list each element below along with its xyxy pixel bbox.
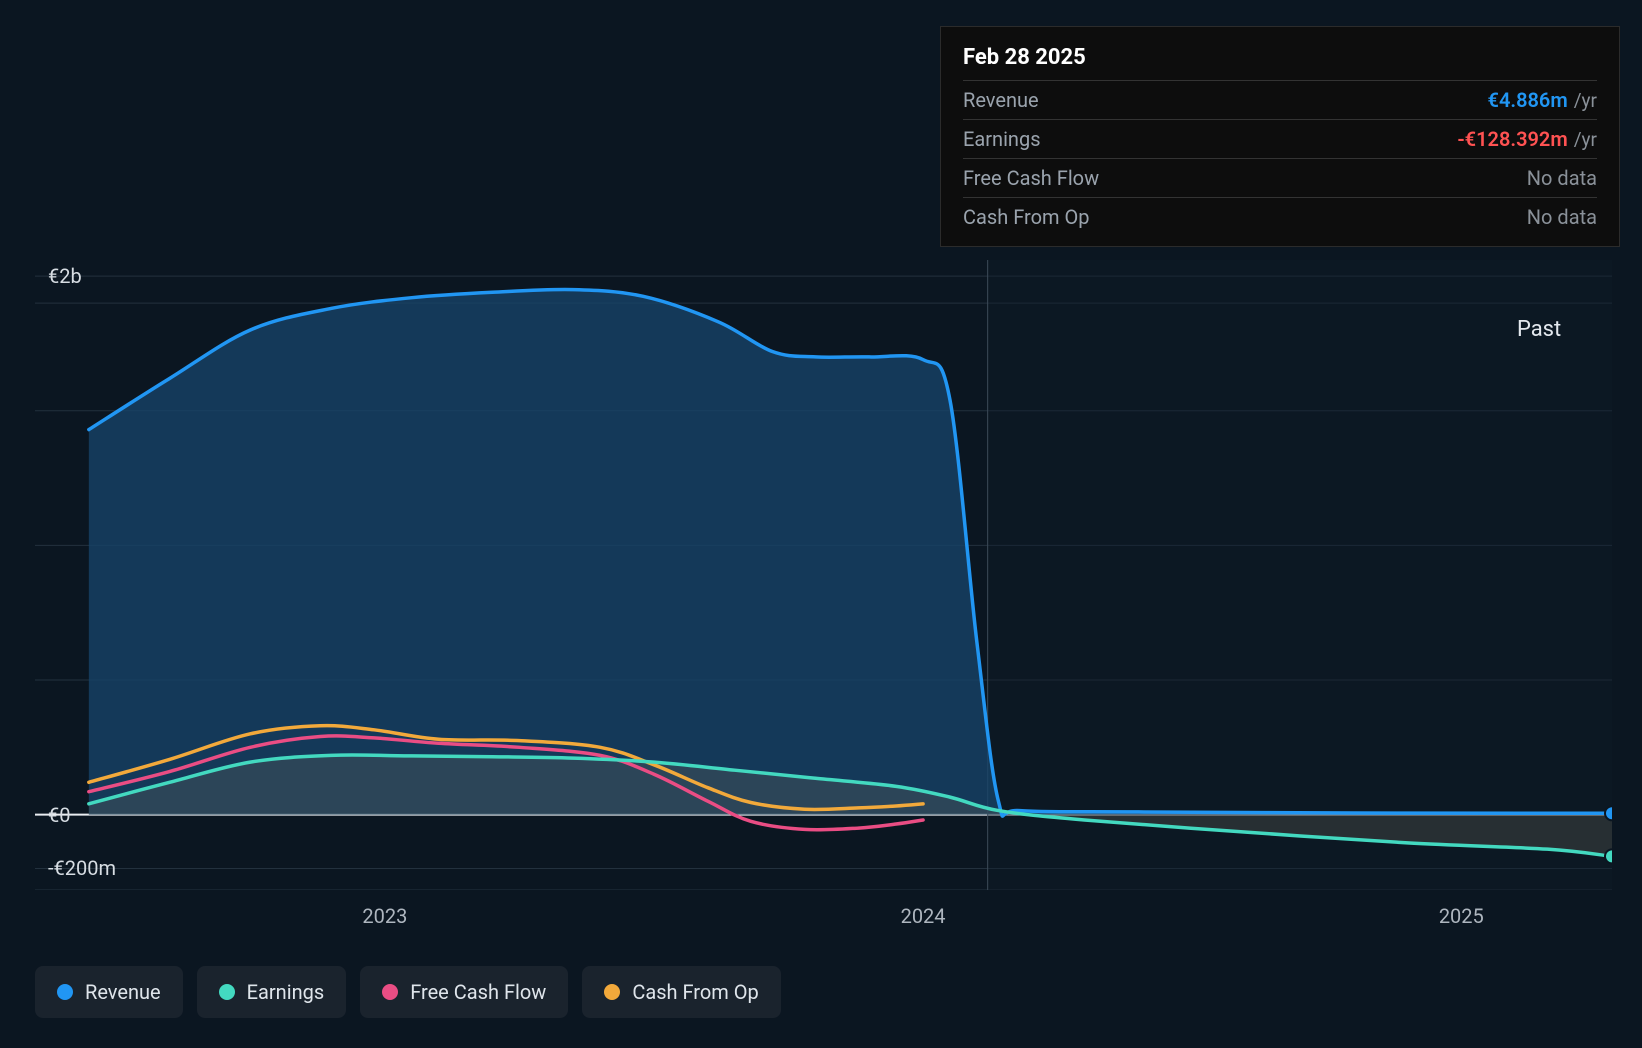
legend-label: Cash From Op bbox=[632, 980, 758, 1004]
legend-item-fcf[interactable]: Free Cash Flow bbox=[360, 966, 568, 1018]
x-axis-tick-label: 2025 bbox=[1439, 904, 1484, 928]
tooltip-row-nodata: No data bbox=[1527, 166, 1597, 190]
tooltip-row-label: Revenue bbox=[963, 88, 1039, 112]
legend-dot-icon bbox=[382, 984, 398, 1000]
tooltip-row: Earnings -€128.392m/yr bbox=[963, 119, 1597, 158]
tooltip-row-label: Free Cash Flow bbox=[963, 166, 1099, 190]
legend-label: Revenue bbox=[85, 980, 161, 1004]
tooltip-rows: Revenue €4.886m/yr Earnings -€128.392m/yr Fr… bbox=[963, 80, 1597, 236]
legend-item-cfo[interactable]: Cash From Op bbox=[582, 966, 780, 1018]
y-axis-tick-label: €0 bbox=[48, 803, 70, 827]
chart-tooltip: Feb 28 2025 Revenue €4.886m/yr Earnings -€1… bbox=[940, 26, 1620, 247]
x-axis-tick-label: 2024 bbox=[901, 904, 946, 928]
legend-dot-icon bbox=[57, 984, 73, 1000]
y-axis-tick-label: -€200m bbox=[48, 856, 116, 880]
tooltip-date: Feb 28 2025 bbox=[963, 45, 1597, 80]
tooltip-row-nodata: No data bbox=[1527, 205, 1597, 229]
x-axis-tick-label: 2023 bbox=[362, 904, 407, 928]
tooltip-row: Revenue €4.886m/yr bbox=[963, 80, 1597, 119]
legend-item-earnings[interactable]: Earnings bbox=[197, 966, 347, 1018]
tooltip-row: Free Cash Flow No data bbox=[963, 158, 1597, 197]
y-axis-tick-label: €2b bbox=[48, 264, 82, 288]
legend-item-revenue[interactable]: Revenue bbox=[35, 966, 183, 1018]
tooltip-row-label: Earnings bbox=[963, 127, 1041, 151]
past-region-label: Past bbox=[1517, 317, 1561, 342]
chart-legend: Revenue Earnings Free Cash Flow Cash From O… bbox=[35, 966, 781, 1018]
tooltip-row-value: €4.886m/yr bbox=[1488, 88, 1597, 112]
legend-label: Earnings bbox=[247, 980, 325, 1004]
legend-dot-icon bbox=[604, 984, 620, 1000]
tooltip-row-label: Cash From Op bbox=[963, 205, 1089, 229]
tooltip-row-value: -€128.392m/yr bbox=[1457, 127, 1597, 151]
tooltip-row: Cash From Op No data bbox=[963, 197, 1597, 236]
financial-chart: Feb 28 2025 Revenue €4.886m/yr Earnings -€1… bbox=[0, 0, 1642, 1048]
legend-label: Free Cash Flow bbox=[410, 980, 546, 1004]
chart-plot-area[interactable] bbox=[35, 260, 1612, 890]
legend-dot-icon bbox=[219, 984, 235, 1000]
